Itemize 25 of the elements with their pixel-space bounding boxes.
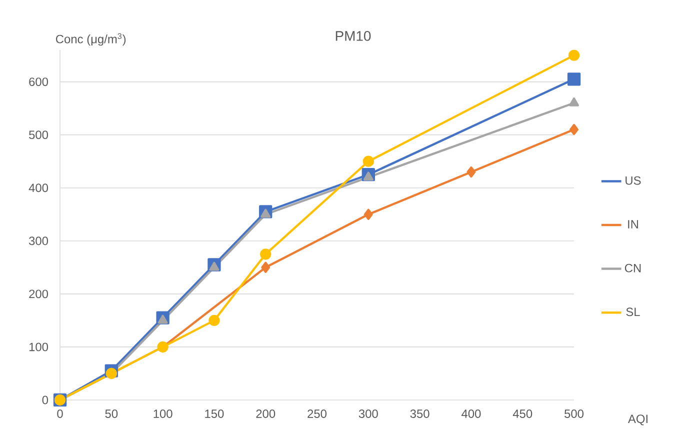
x-tick-label: 200 <box>256 410 276 418</box>
y-tick-label: 0 <box>42 396 48 404</box>
x-tick-label: 300 <box>358 410 378 418</box>
x-tick-label: 0 <box>57 410 63 418</box>
y-tick-label: 600 <box>29 78 48 86</box>
legend-label: CN <box>624 264 641 272</box>
y-tick-label: 100 <box>29 342 48 352</box>
x-tick-label: 100 <box>154 410 172 418</box>
x-tick-label: 400 <box>462 410 481 418</box>
y-axis-title: Conc (μg/m$^{3}$) <box>56 33 126 46</box>
legend-label: IN <box>628 220 638 228</box>
x-tick-label: 50 <box>105 410 118 418</box>
x-tick-label: 450 <box>512 410 532 418</box>
legend-label: SL <box>626 308 640 316</box>
y-tick-label: 400 <box>28 184 48 192</box>
x-tick-label: 150 <box>205 410 224 418</box>
y-tick-label: 300 <box>28 236 48 246</box>
x-axis-title: AQI <box>628 414 648 426</box>
legend-label: US <box>626 176 641 185</box>
chart-title: PM10 <box>336 31 371 41</box>
x-tick-label: 350 <box>410 410 430 418</box>
y-tick-label: 200 <box>29 290 48 298</box>
x-tick-label: 500 <box>564 410 584 418</box>
y-tick-label: 500 <box>29 130 48 140</box>
x-tick-label: 250 <box>308 410 327 418</box>
